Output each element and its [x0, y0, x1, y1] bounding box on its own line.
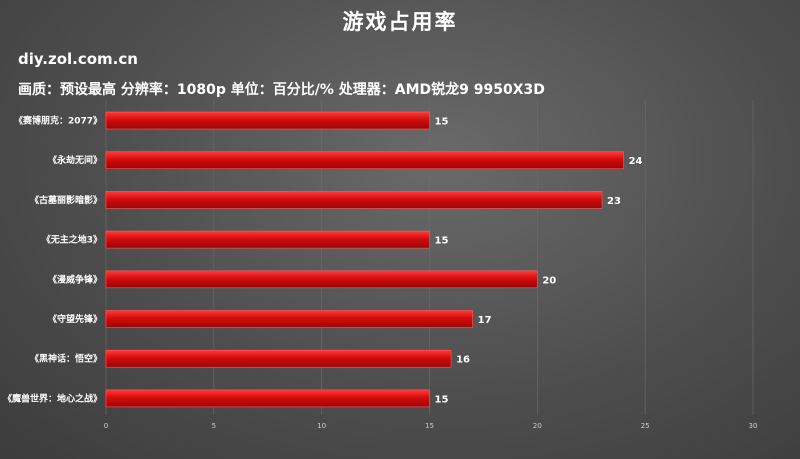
value-label: 15 [435, 117, 449, 128]
bar [105, 310, 473, 328]
bar [105, 389, 430, 408]
x-tick-label: 15 [425, 422, 434, 430]
value-label: 15 [435, 236, 449, 247]
bar [105, 349, 452, 368]
value-label: 24 [629, 156, 643, 167]
x-tick-label: 5 [212, 422, 216, 430]
x-tick-label: 20 [533, 422, 542, 430]
x-tick-label: 25 [641, 422, 650, 430]
bar [105, 230, 430, 249]
category-label: 《古墓丽影暗影》 [30, 194, 102, 206]
category-label: 《漫威争锋》 [48, 273, 102, 285]
value-label: 20 [542, 275, 556, 286]
category-label: 《赛博朋克：2077》 [14, 115, 102, 127]
chart-subtitle: 画质：预设最高 分辨率：1080p 单位：百分比/% 处理器：AMD锐龙9 99… [18, 82, 545, 98]
x-tick-label: 0 [104, 422, 108, 430]
category-label: 《守望先锋》 [48, 313, 102, 325]
value-label: 16 [456, 355, 470, 366]
chart-title: 游戏占用率 [342, 10, 458, 34]
bar [105, 270, 538, 289]
category-label: 《魔兽世界：地心之战》 [3, 392, 102, 404]
value-label: 23 [607, 196, 621, 207]
value-label: 15 [435, 394, 449, 405]
grid-lines [105, 100, 754, 415]
category-label: 《永劫无间》 [48, 154, 102, 166]
x-tick-label: 10 [317, 422, 326, 430]
category-label: 《无主之地3》 [42, 234, 102, 246]
x-tick-label: 30 [749, 422, 758, 430]
bars [105, 111, 624, 408]
site-watermark: diy.zol.com.cn [18, 50, 138, 68]
bar [105, 151, 624, 169]
bar [105, 191, 603, 209]
labels: 0 5 10 15 20 25 30 《赛博朋克：2077》 15 《永劫无间》 24 《古墓丽影暗影… [3, 115, 757, 431]
value-label: 17 [478, 315, 492, 326]
bar [105, 111, 430, 130]
category-label: 《黑神话：悟空》 [30, 353, 102, 365]
